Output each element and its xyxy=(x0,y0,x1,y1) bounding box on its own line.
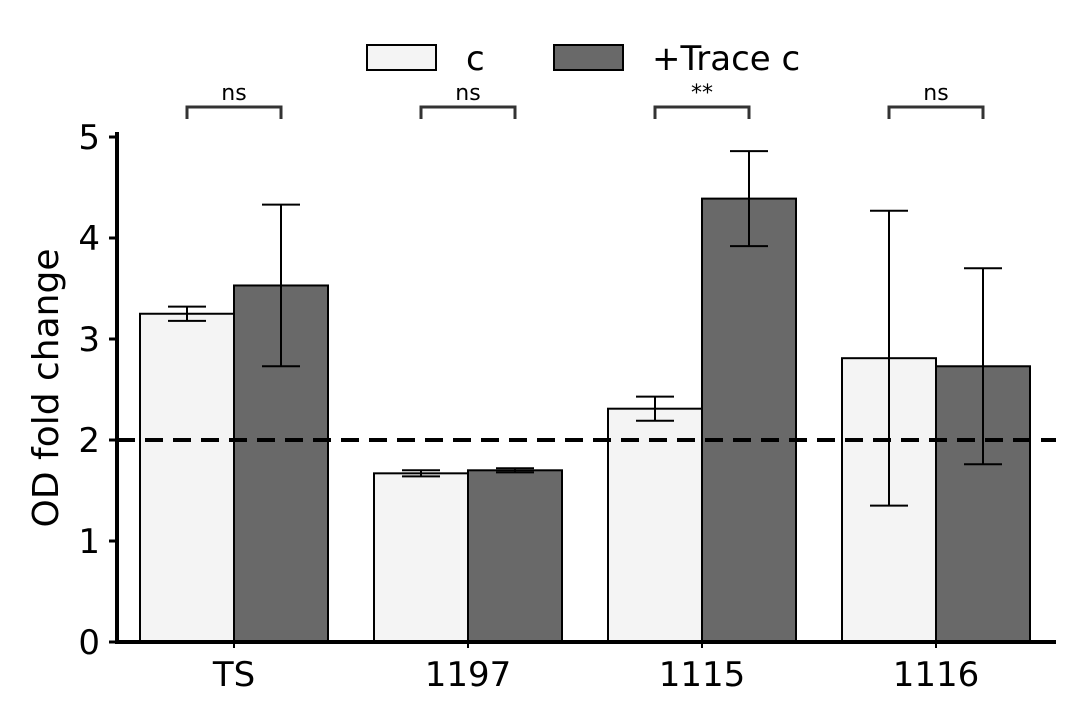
legend-swatch-c xyxy=(366,44,437,71)
legend-label-c: c xyxy=(466,39,485,79)
legend-label-trace-c: +Trace c xyxy=(652,39,800,79)
y-tick-label: 0 xyxy=(78,623,100,663)
y-tick-label: 3 xyxy=(78,320,100,360)
bar-1115-c xyxy=(607,407,703,643)
axes-layer: OD fold change xyxy=(26,132,1056,644)
significance-bracket xyxy=(185,105,283,119)
y-tick-label: 5 xyxy=(78,118,100,158)
y-tick-label: 2 xyxy=(78,421,100,461)
ticks-layer: TS 1197 1115 1116 0 1 2 3 4 5 xyxy=(78,118,979,695)
y-axis-label: OD fold change xyxy=(26,249,67,528)
bar-1115-trace-c xyxy=(701,197,797,644)
bar-1197-c xyxy=(373,472,469,643)
significance-bracket xyxy=(887,105,985,119)
y-tick-label: 4 xyxy=(78,219,100,259)
x-tick-label: 1115 xyxy=(659,655,746,695)
significance-label: ** xyxy=(691,81,713,106)
significance-label: ns xyxy=(923,81,948,106)
x-tick-label: 1197 xyxy=(425,655,512,695)
legend: c +Trace c xyxy=(366,39,800,79)
bar-1197-trace-c xyxy=(467,469,563,643)
significance-bracket xyxy=(419,105,517,119)
y-tick-label: 1 xyxy=(78,522,100,562)
significance-layer: ns ns ** ns xyxy=(185,81,985,119)
x-tick-label: TS xyxy=(212,655,255,695)
bar-TS-c xyxy=(139,312,235,643)
legend-swatch-trace-c xyxy=(553,44,624,71)
significance-label: ns xyxy=(455,81,480,106)
x-tick-label: 1116 xyxy=(893,655,980,695)
significance-label: ns xyxy=(221,81,246,106)
bars-layer xyxy=(139,197,1031,644)
error-bars-layer xyxy=(168,150,1002,507)
significance-bracket xyxy=(653,105,751,119)
